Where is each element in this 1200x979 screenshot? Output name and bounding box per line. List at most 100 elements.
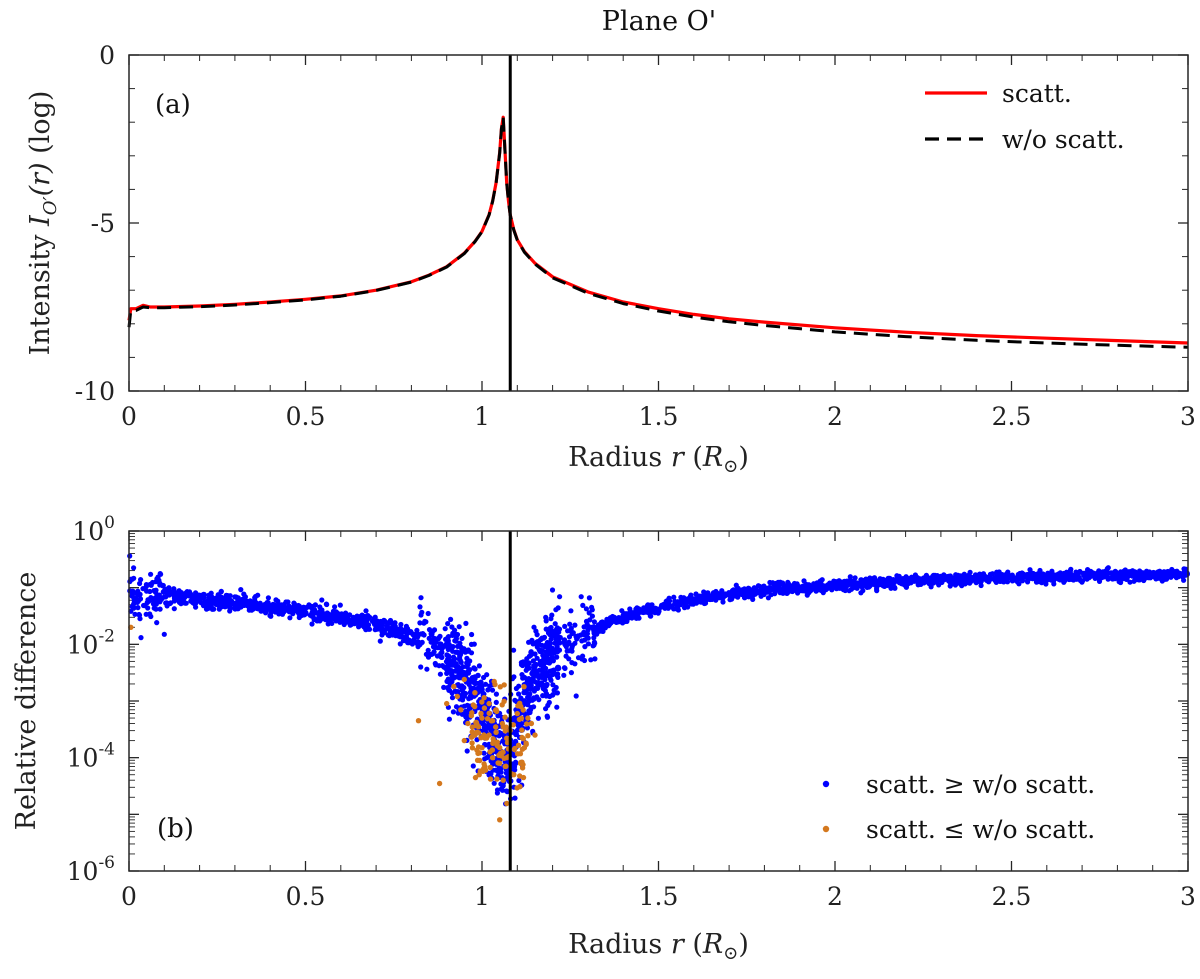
- point-scatt-ge: [396, 633, 402, 639]
- point-scatt-ge: [570, 630, 576, 636]
- point-scatt-ge: [218, 594, 224, 600]
- point-scatt-ge: [709, 594, 715, 600]
- point-scatt-ge: [561, 672, 567, 678]
- point-scatt-le: [521, 684, 527, 690]
- point-scatt-ge: [948, 576, 954, 582]
- point-scatt-ge: [167, 600, 173, 607]
- point-scatt-le: [494, 742, 500, 748]
- point-scatt-ge: [446, 716, 452, 722]
- point-scatt-ge: [414, 633, 420, 639]
- point-scatt-ge: [720, 599, 726, 605]
- point-scatt-ge: [836, 578, 842, 584]
- point-scatt-ge: [554, 665, 560, 672]
- point-scatt-ge: [666, 595, 672, 601]
- point-scatt-ge: [608, 620, 614, 626]
- x-tick-label: 1: [474, 402, 490, 431]
- point-scatt-ge: [584, 631, 591, 637]
- point-scatt-ge: [238, 604, 244, 610]
- point-scatt-ge: [987, 574, 993, 581]
- point-scatt-ge: [585, 635, 591, 641]
- point-scatt-ge: [452, 656, 458, 662]
- point-scatt-ge: [198, 600, 204, 606]
- point-scatt-ge: [530, 658, 537, 664]
- point-scatt-le: [478, 735, 484, 741]
- point-scatt-ge: [1051, 575, 1057, 581]
- point-scatt-ge: [544, 713, 550, 719]
- point-scatt-ge: [671, 594, 677, 600]
- point-scatt-ge: [377, 638, 383, 644]
- point-scatt-ge: [777, 579, 783, 585]
- point-scatt-ge: [833, 583, 839, 589]
- point-scatt-ge: [572, 640, 578, 646]
- point-scatt-ge: [398, 621, 404, 628]
- point-scatt-ge: [459, 683, 465, 689]
- point-scatt-ge: [156, 594, 162, 600]
- point-scatt-ge: [554, 644, 560, 650]
- point-scatt-ge: [532, 672, 538, 678]
- point-scatt-ge: [158, 571, 164, 577]
- point-scatt-ge: [397, 641, 403, 647]
- point-scatt-ge: [303, 611, 309, 617]
- point-scatt-ge: [519, 672, 525, 678]
- point-scatt-ge: [787, 588, 793, 594]
- point-scatt-ge: [548, 677, 554, 683]
- point-scatt-ge: [750, 593, 756, 599]
- point-scatt-le: [523, 741, 529, 748]
- point-scatt-le: [512, 745, 518, 752]
- point-scatt-ge: [862, 580, 868, 586]
- point-scatt-ge: [494, 790, 500, 796]
- point-scatt-le: [504, 735, 510, 741]
- point-scatt-ge: [465, 648, 471, 654]
- point-scatt-ge: [534, 655, 540, 661]
- point-scatt-ge: [1183, 566, 1189, 572]
- point-scatt-ge: [727, 597, 733, 603]
- point-scatt-ge: [647, 602, 653, 608]
- point-scatt-ge: [417, 620, 423, 626]
- point-scatt-le: [494, 708, 500, 715]
- point-scatt-ge: [365, 616, 371, 622]
- point-scatt-ge: [1067, 568, 1073, 574]
- point-scatt-le: [475, 750, 481, 757]
- point-scatt-ge: [638, 609, 644, 615]
- point-scatt-ge: [275, 607, 281, 613]
- point-scatt-le: [517, 760, 524, 766]
- point-scatt-ge: [171, 589, 177, 595]
- series-points-scatt-le: [128, 624, 538, 823]
- point-scatt-ge: [543, 626, 549, 632]
- point-scatt-ge: [463, 620, 469, 627]
- series-points-scatt-ge: [127, 553, 1190, 807]
- point-scatt-ge: [1047, 574, 1053, 580]
- point-scatt-ge: [410, 632, 416, 638]
- point-scatt-ge: [1120, 576, 1126, 582]
- point-scatt-ge: [478, 679, 484, 685]
- point-scatt-ge: [890, 582, 896, 588]
- point-scatt-ge: [312, 602, 318, 608]
- point-scatt-ge: [540, 669, 546, 675]
- point-scatt-ge: [503, 788, 510, 794]
- point-scatt-ge: [363, 608, 369, 614]
- point-scatt-le: [469, 745, 476, 751]
- point-scatt-ge: [465, 669, 471, 675]
- point-scatt-ge: [476, 663, 482, 669]
- point-scatt-ge: [561, 639, 567, 646]
- point-scatt-ge: [431, 643, 437, 649]
- point-scatt-ge: [998, 574, 1004, 580]
- point-scatt-ge: [161, 631, 167, 637]
- point-scatt-ge: [338, 615, 344, 621]
- point-scatt-ge: [410, 638, 416, 644]
- point-scatt-ge: [1141, 571, 1147, 577]
- point-scatt-ge: [154, 620, 160, 626]
- point-scatt-le: [517, 784, 523, 790]
- point-scatt-ge: [190, 600, 196, 606]
- point-scatt-ge: [978, 577, 984, 584]
- point-scatt-ge: [894, 576, 900, 582]
- point-scatt-ge: [972, 577, 979, 583]
- x-tick-label: 1.5: [639, 402, 679, 431]
- point-scatt-ge: [847, 574, 853, 580]
- point-scatt-ge: [365, 626, 371, 632]
- point-scatt-le: [519, 765, 526, 771]
- point-scatt-ge: [569, 648, 575, 654]
- point-scatt-le: [472, 774, 479, 781]
- point-scatt-ge: [516, 691, 522, 697]
- point-scatt-ge: [192, 594, 198, 601]
